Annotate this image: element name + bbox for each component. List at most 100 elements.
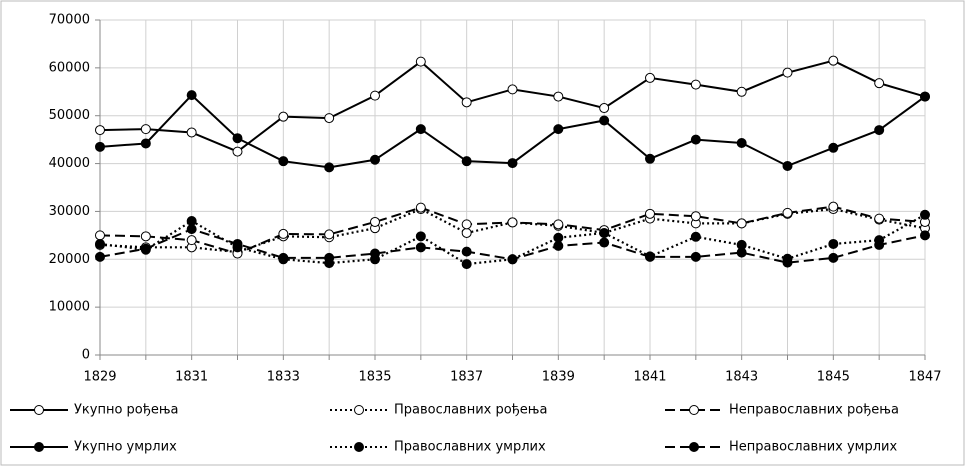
data-point xyxy=(553,240,564,251)
data-point xyxy=(690,231,701,242)
data-point xyxy=(599,227,610,238)
data-point xyxy=(553,219,564,230)
data-point xyxy=(828,55,839,66)
data-point xyxy=(324,162,335,173)
data-point xyxy=(278,252,289,263)
data-point xyxy=(736,137,747,148)
data-point xyxy=(690,251,701,262)
data-point xyxy=(232,146,243,157)
y-tick-label: 30000 xyxy=(49,204,90,219)
data-point xyxy=(507,254,518,265)
data-point xyxy=(690,211,701,222)
data-point xyxy=(645,72,655,83)
legend-label: Неправославних рођења xyxy=(729,403,899,418)
legend-label: Укупно рођења xyxy=(74,403,179,418)
data-point xyxy=(507,217,518,228)
data-point xyxy=(507,84,518,95)
data-point xyxy=(415,242,426,253)
data-point xyxy=(370,216,380,227)
data-point xyxy=(370,154,380,165)
data-point xyxy=(736,218,747,229)
data-point xyxy=(874,213,885,224)
data-point xyxy=(782,257,793,268)
data-point xyxy=(553,124,564,135)
data-point xyxy=(415,56,426,67)
data-point xyxy=(140,124,151,135)
data-point xyxy=(828,201,839,212)
data-point xyxy=(461,156,472,167)
data-point xyxy=(232,133,243,144)
data-point xyxy=(95,238,105,249)
data-point xyxy=(324,113,335,124)
y-tick-label: 20000 xyxy=(49,252,90,267)
legend-label: Православних рођења xyxy=(394,403,547,418)
data-point xyxy=(415,202,426,213)
data-point xyxy=(278,228,289,239)
y-tick-label: 0 xyxy=(82,348,90,363)
x-tick-label: 1829 xyxy=(83,370,116,385)
x-tick-label: 1843 xyxy=(725,370,758,385)
data-point xyxy=(140,231,151,242)
data-point xyxy=(736,247,747,258)
data-point xyxy=(874,239,885,250)
data-point xyxy=(461,259,472,270)
data-point xyxy=(645,153,655,164)
x-tick-label: 1831 xyxy=(175,370,208,385)
data-point xyxy=(278,156,289,167)
data-point xyxy=(736,86,747,97)
x-tick-label: 1835 xyxy=(358,370,391,385)
data-point xyxy=(461,219,472,230)
data-point xyxy=(140,243,151,254)
data-point xyxy=(874,78,885,89)
data-point xyxy=(828,142,839,153)
data-point xyxy=(232,238,243,249)
y-tick-label: 60000 xyxy=(49,60,90,75)
data-point xyxy=(461,97,472,108)
x-tick-label: 1837 xyxy=(450,370,483,385)
data-point xyxy=(186,224,197,235)
data-point xyxy=(828,238,839,249)
y-tick-label: 40000 xyxy=(49,156,90,171)
data-point xyxy=(95,125,105,136)
y-tick-label: 50000 xyxy=(49,108,90,123)
data-point xyxy=(461,246,472,257)
data-point xyxy=(415,124,426,135)
legend-marker xyxy=(689,442,699,452)
x-tick-label: 1847 xyxy=(908,370,941,385)
legend-label: Укупно умрлих xyxy=(74,440,177,455)
data-point xyxy=(186,90,197,101)
data-point xyxy=(324,229,335,240)
data-point xyxy=(324,252,335,263)
data-point xyxy=(920,91,930,102)
x-tick-label: 1845 xyxy=(817,370,850,385)
data-point xyxy=(186,127,197,138)
legend-marker xyxy=(34,442,44,452)
data-point xyxy=(782,160,793,171)
data-point xyxy=(782,67,793,78)
data-point xyxy=(415,231,426,242)
data-point xyxy=(507,158,518,169)
data-point xyxy=(95,141,105,152)
legend-label: Неправославних умрлих xyxy=(729,440,897,455)
x-tick-label: 1841 xyxy=(633,370,666,385)
data-point xyxy=(920,230,930,241)
legend-marker xyxy=(354,442,364,452)
data-point xyxy=(278,111,289,122)
data-point xyxy=(645,208,655,219)
x-tick-label: 1833 xyxy=(267,370,300,385)
legend-label: Православних умрлих xyxy=(394,440,546,455)
data-point xyxy=(874,125,885,136)
data-point xyxy=(599,115,610,126)
data-point xyxy=(370,90,380,101)
data-point xyxy=(690,134,701,145)
data-point xyxy=(920,209,930,220)
legend-marker xyxy=(354,405,364,415)
data-point xyxy=(95,230,105,241)
y-tick-label: 70000 xyxy=(49,13,90,28)
data-point xyxy=(690,79,701,90)
data-point xyxy=(553,91,564,102)
data-point xyxy=(461,227,472,238)
y-tick-label: 10000 xyxy=(49,300,90,315)
